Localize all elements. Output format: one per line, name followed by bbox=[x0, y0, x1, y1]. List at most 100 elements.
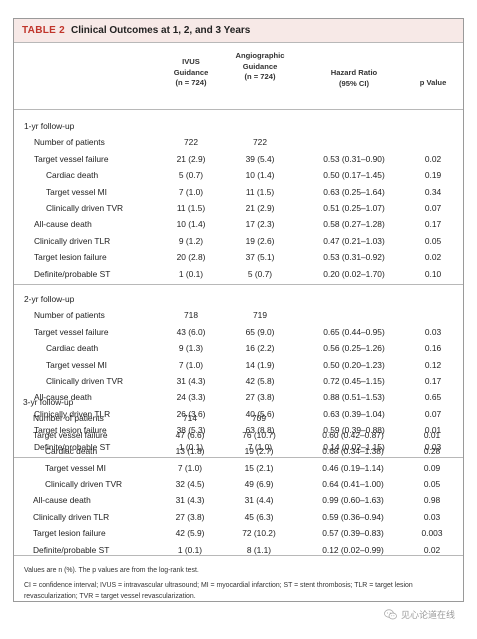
angio-value: 49 (6.9) bbox=[244, 478, 274, 489]
table-row: All-cause death 10 (1.4) 17 (2.3) 0.58 (0.2… bbox=[14, 216, 463, 232]
row-label: Cardiac death bbox=[45, 446, 98, 457]
ivus-value: 31 (4.3) bbox=[176, 375, 206, 386]
angio-value: 15 (2.1) bbox=[244, 462, 274, 473]
p-value: 0.07 bbox=[424, 408, 442, 419]
ivus-value: 7 (1.0) bbox=[177, 462, 203, 473]
p-value: 0.02 bbox=[424, 252, 442, 263]
table-row: Definite/probable ST 1 (0.1) 8 (1.1) 0.12 (… bbox=[13, 542, 464, 558]
angio-value: 21 (2.9) bbox=[245, 202, 275, 213]
row-label: Clinically driven TVR bbox=[45, 478, 123, 489]
hazard-ratio-value: 0.88 (0.51–1.53) bbox=[323, 392, 385, 403]
ivus-value: 9 (1.3) bbox=[178, 343, 204, 354]
table-row: All-cause death 24 (3.3) 27 (3.8) 0.88 (0.5… bbox=[14, 389, 463, 405]
row-label: Target vessel failure bbox=[34, 153, 109, 164]
section-title: 1-yr follow-up bbox=[24, 121, 75, 131]
p-value: 0.19 bbox=[424, 170, 442, 181]
ivus-value: 10 (1.4) bbox=[176, 219, 206, 230]
table-row: Number of patients 718 719 bbox=[14, 307, 463, 323]
section-3yr: 3-yr follow-up Number of patients 714 709 … bbox=[13, 394, 464, 558]
row-label: Target vessel MI bbox=[46, 359, 107, 370]
p-value: 0.07 bbox=[424, 202, 442, 213]
table-row: Definite/probable ST 1 (0.1) 5 (0.7) 0.20 (… bbox=[14, 266, 463, 282]
ivus-value: 31 (4.3) bbox=[175, 495, 205, 506]
p-value: 0.65 bbox=[424, 392, 442, 403]
row-label: Number of patients bbox=[34, 310, 105, 321]
angio-value: 8 (1.1) bbox=[246, 544, 272, 555]
ivus-value: 32 (4.5) bbox=[175, 478, 205, 489]
p-value: 0.09 bbox=[423, 462, 441, 473]
table-row: Clinically driven TVR 31 (4.3) 42 (5.8) 0.7… bbox=[14, 373, 463, 389]
angio-value: 45 (6.3) bbox=[244, 511, 274, 522]
table-row: Target vessel failure 47 (6.6) 76 (10.7) 0.… bbox=[13, 427, 464, 443]
table-row: Target vessel MI 7 (1.0) 14 (1.9) 0.50 (0.2… bbox=[14, 357, 463, 373]
column-header-angiographic: Angiographic Guidance (n = 724) bbox=[235, 51, 285, 81]
section-divider bbox=[14, 284, 463, 285]
table-row: Target vessel MI 7 (1.0) 11 (1.5) 0.63 (0.2… bbox=[14, 184, 463, 200]
row-label: Target lesion failure bbox=[34, 252, 107, 263]
wechat-icon bbox=[384, 609, 397, 620]
hazard-ratio-value: 0.47 (0.21–1.03) bbox=[323, 235, 385, 246]
row-label: Target lesion failure bbox=[33, 528, 106, 539]
p-value: 0.05 bbox=[423, 478, 441, 489]
ivus-value: 42 (5.9) bbox=[175, 528, 205, 539]
angio-value: 42 (5.8) bbox=[245, 375, 275, 386]
section-divider bbox=[14, 457, 463, 458]
angio-value: 65 (9.0) bbox=[245, 326, 275, 337]
ivus-value: 43 (6.0) bbox=[176, 326, 206, 337]
column-header-hazard-ratio: Hazard Ratio (95% CI) bbox=[330, 68, 378, 88]
table-row: Target vessel failure 21 (2.9) 39 (5.4) 0.5… bbox=[14, 151, 463, 167]
hazard-ratio-value: 0.51 (0.25–1.07) bbox=[323, 202, 385, 213]
p-value: 0.03 bbox=[424, 441, 442, 452]
watermark: 见心论道在线 bbox=[384, 608, 455, 621]
table-row: Definite/probable ST 1 (0.1) 7 (1.0) 0.14 (… bbox=[14, 439, 463, 455]
table-row: Target lesion failure 42 (5.9) 72 (10.2) 0.… bbox=[13, 525, 464, 541]
table-row: Target lesion failure 38 (5.3) 63 (8.8) 0.5… bbox=[14, 422, 463, 438]
ivus-value: 38 (5.3) bbox=[176, 425, 206, 436]
table-row: Target lesion failure 20 (2.8) 37 (5.1) 0.5… bbox=[14, 249, 463, 265]
row-label: Cardiac death bbox=[46, 170, 99, 181]
table-card: TABLE 2 Clinical Outcomes at 1, 2, and 3… bbox=[13, 18, 464, 602]
ivus-value: 21 (2.9) bbox=[176, 153, 206, 164]
table-row: Target vessel MI 7 (1.0) 15 (2.1) 0.46 (0.1… bbox=[13, 460, 464, 476]
angio-value: 10 (1.4) bbox=[245, 170, 275, 181]
p-value: 0.02 bbox=[424, 153, 442, 164]
section-title: 3-yr follow-up bbox=[23, 397, 74, 407]
angio-value: 719 bbox=[253, 310, 267, 321]
p-value: 0.17 bbox=[424, 375, 442, 386]
hazard-ratio-value: 0.64 (0.41–1.00) bbox=[322, 478, 384, 489]
hazard-ratio-value: 0.99 (0.60–1.63) bbox=[322, 495, 384, 506]
angio-value: 7 (1.0) bbox=[247, 441, 273, 452]
hazard-ratio-value: 0.50 (0.17–1.45) bbox=[323, 170, 385, 181]
p-value: 0.02 bbox=[423, 544, 441, 555]
hazard-ratio-value: 0.63 (0.39–1.04) bbox=[323, 408, 385, 419]
hazard-ratio-value: 0.72 (0.45–1.15) bbox=[323, 375, 385, 386]
table-row: All-cause death 31 (4.3) 31 (4.4) 0.99 (0.6… bbox=[13, 492, 464, 508]
hazard-ratio-value: 0.12 (0.02–0.99) bbox=[322, 544, 384, 555]
ivus-value: 7 (1.0) bbox=[178, 359, 204, 370]
hazard-ratio-value: 0.20 (0.02–1.70) bbox=[323, 268, 385, 279]
angio-value: 5 (0.7) bbox=[247, 268, 273, 279]
table-row: Clinically driven TLR 9 (1.2) 19 (2.6) 0.47… bbox=[14, 233, 463, 249]
hazard-ratio-value: 0.59 (0.36–0.94) bbox=[322, 511, 384, 522]
ivus-value: 11 (1.5) bbox=[176, 202, 206, 213]
angio-value: 16 (2.2) bbox=[245, 343, 275, 354]
table-row: Number of patients 714 709 bbox=[13, 410, 464, 426]
angio-value: 27 (3.8) bbox=[245, 392, 275, 403]
p-value: 0.05 bbox=[424, 235, 442, 246]
angio-value: 19 (2.6) bbox=[245, 235, 275, 246]
column-header-p-value: p Value bbox=[419, 78, 447, 87]
table-row: Number of patients 722 722 bbox=[14, 134, 463, 150]
row-label: Target vessel MI bbox=[46, 186, 107, 197]
angio-value: 709 bbox=[252, 413, 266, 424]
p-value: 0.12 bbox=[424, 359, 442, 370]
ivus-value: 20 (2.8) bbox=[176, 252, 206, 263]
row-label: All-cause death bbox=[34, 219, 92, 230]
angio-value: 76 (10.7) bbox=[242, 429, 276, 440]
p-value: 0.03 bbox=[424, 326, 442, 337]
row-label: Clinically driven TVR bbox=[46, 202, 124, 213]
p-value: 0.17 bbox=[424, 219, 442, 230]
ivus-value: 47 (6.6) bbox=[175, 429, 205, 440]
section-2yr: 2-yr follow-up Number of patients 718 719 … bbox=[14, 291, 463, 455]
row-label: Target vessel failure bbox=[33, 429, 108, 440]
angio-value: 63 (8.8) bbox=[245, 425, 275, 436]
